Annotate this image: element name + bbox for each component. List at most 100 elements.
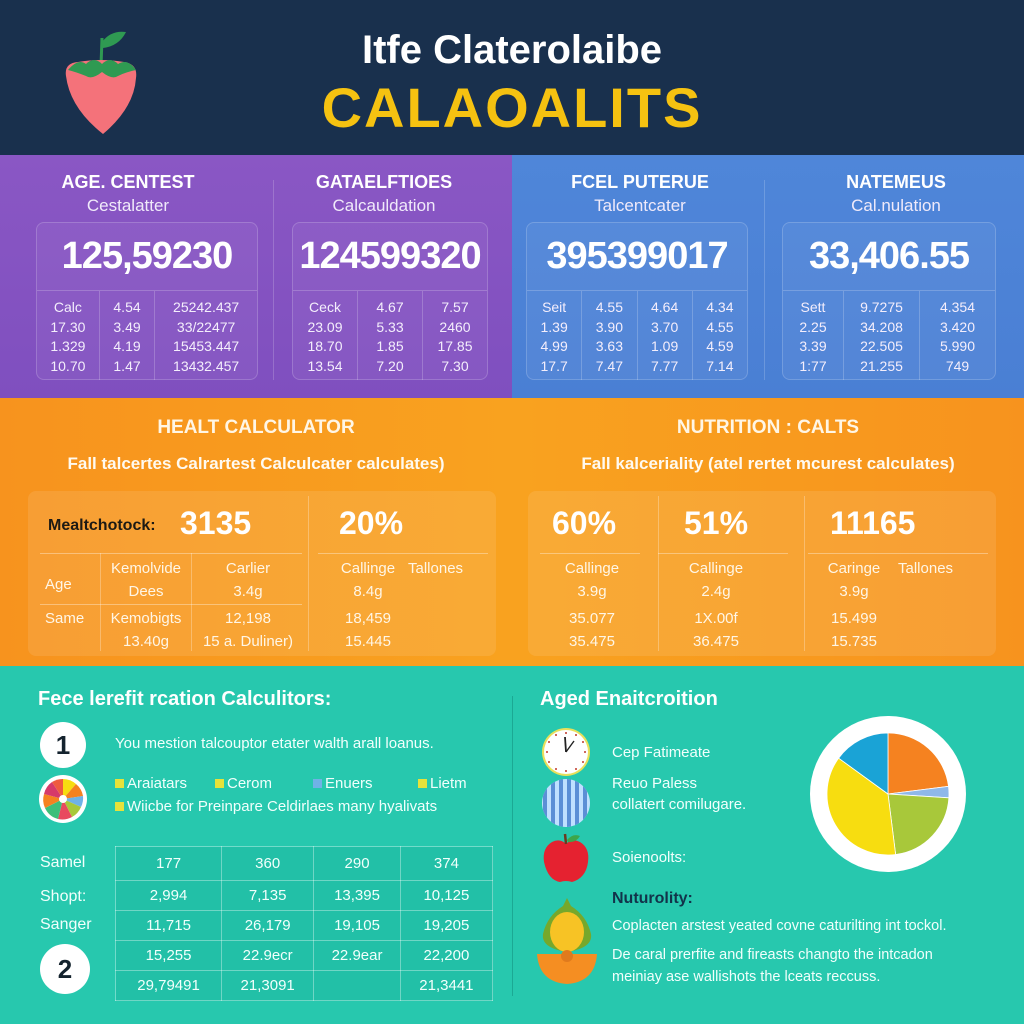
stat-panel: 33,406.55 Sett 2.25 3.39 1:77 9.7275 34.208 2… [782, 222, 996, 380]
cell: 4.59 [706, 338, 734, 354]
table-row-label: Sanger [40, 916, 92, 933]
pie-slice [838, 732, 889, 795]
calc-table: 177 360 290 374 2,994 7,135 13,395 10,125 11,7… [114, 846, 494, 1001]
cell: 3.63 [595, 338, 623, 354]
step-1-badge: 1 [40, 722, 86, 768]
aged-item-text-3: meiniay ase wallishots the lceats reccus… [612, 969, 881, 985]
cell: 17.85 [437, 338, 473, 354]
legend-note: Wiicbe for Preinpare Celdirlaes many hya… [115, 798, 437, 815]
cell: 13432.457 [173, 357, 240, 374]
cell: 3.420 [939, 318, 976, 335]
stats-purple-section: AGE. CENTEST Cestalatter 125,59230 Calc 1… [0, 155, 512, 398]
cell: 17.7 [540, 357, 568, 374]
nutrition-value: 60% [552, 505, 617, 541]
cell: 3.39 [799, 338, 827, 354]
page-subtitle: CALAOALITS [321, 76, 703, 139]
legend-item: Lietm [418, 775, 467, 792]
cell: 2460 [439, 318, 471, 335]
nutrition-panel: 60% 51% 11165 Callinge 3.9g 35.077 35.47… [528, 491, 996, 656]
cell: 3.70 [651, 318, 679, 335]
cell: 5.33 [376, 318, 404, 335]
health-subtitle: Fall talcertes Calrartest Calculcater ca… [67, 454, 445, 473]
cell: 4.34 [706, 299, 734, 315]
aged-item-heading: Nuturolity: [612, 890, 693, 907]
page-title: Itfe Claterolaibe [361, 28, 663, 72]
teal-section: Fece lerefit rcation Calculitors: 1 You … [0, 666, 1024, 1024]
divider [764, 180, 765, 380]
cell: 5.990 [939, 338, 976, 354]
table-row: 11,715 26,179 19,105 19,205 [114, 910, 494, 941]
legend-swatch [115, 779, 124, 788]
cell: 3.90 [595, 318, 623, 335]
cell: Sett [800, 299, 826, 315]
table-row-label: Samel [40, 854, 86, 871]
health-panel: Mealtchotock: 3135 20% Age Same Kemolvid… [28, 491, 496, 656]
table-row: 15,255 22.9ecr 22.9ear 22,200 [114, 940, 494, 971]
cell: 749 [945, 357, 970, 374]
cell: 7.57 [441, 299, 469, 315]
table-row: 177 360 290 374 [114, 846, 494, 881]
cell: 9.7275 [860, 299, 903, 315]
cell: 4.55 [595, 299, 623, 315]
cell: 22.505 [860, 338, 903, 354]
health-calculator: HEALT CALCULATOR Fall talcertes Calrarte… [0, 398, 512, 666]
color-wheel-icon [39, 775, 87, 823]
cell: 15453.447 [173, 338, 240, 354]
cell: 33/22477 [176, 318, 236, 335]
nutrition-value: 51% [684, 505, 749, 541]
stat-panel: 124599320 Ceck 23.09 18.70 13.54 4.67 5.33 1.… [292, 222, 488, 380]
cell: 21.255 [860, 357, 903, 374]
cell: 4.55 [706, 318, 734, 335]
cell: 4.67 [376, 299, 404, 315]
step-1-text: You mestion talcouptor etater walth aral… [115, 735, 434, 752]
health-value: 3135 [180, 505, 252, 541]
stat-value: 125,59230 [61, 235, 234, 277]
stat-subtitle: Talcentcater [594, 196, 686, 215]
stats-band: AGE. CENTEST Cestalatter 125,59230 Calc 1… [0, 155, 1024, 398]
cell: 7.47 [595, 357, 623, 374]
header: Itfe Claterolaibe CALAOALITS [0, 0, 1024, 155]
stat-grid: Sett 2.25 3.39 1:77 9.7275 34.208 22.505 21.25… [783, 290, 995, 380]
aged-item-text-2: collatert comilugare. [612, 796, 747, 813]
stat-title: FCEL PUTERUE [571, 172, 709, 192]
divider [512, 696, 513, 996]
strawberry-icon [65, 31, 137, 134]
stat-subtitle: Cestalatter [86, 196, 170, 215]
cell: 7.77 [651, 357, 679, 374]
striped-ball-icon [542, 779, 590, 827]
fruit-bowl-icon [537, 898, 597, 984]
cell: Calc [53, 299, 82, 315]
cell: 7.20 [376, 357, 404, 374]
stat-value: 33,406.55 [808, 235, 970, 277]
aged-item-text: Soienoolts: [612, 849, 687, 866]
health-title: HEALT CALCULATOR [157, 417, 355, 438]
divider [273, 180, 274, 380]
cell: 1.85 [376, 338, 404, 354]
pie-slice [887, 793, 950, 855]
nutrition-subtitle: Fall kalceriality (atel rertet mcurest c… [581, 454, 955, 473]
stat-card-gataelftioes: GATAELFTIOES Calcauldation 124599320 Cec… [256, 155, 512, 398]
stat-panel: 125,59230 Calc 17.30 1.329 10.70 4.54 3.49 4.… [36, 222, 258, 380]
stat-grid: Calc 17.30 1.329 10.70 4.54 3.49 4.19 1.47 252… [37, 290, 257, 380]
nutrition-value: 11165 [830, 505, 916, 541]
health-label: Mealtchotock: [48, 517, 156, 534]
aged-item-text: Cep Fatimeate [612, 744, 711, 761]
cell: Seit [542, 299, 567, 315]
stat-card-natemeus: NATEMEUS Cal.nulation 33,406.55 Sett 2.25… [768, 155, 1024, 398]
cell: 4.19 [113, 338, 141, 354]
stat-title: GATAELFTIOES [315, 172, 453, 192]
stat-value: 395399017 [546, 235, 728, 277]
stat-card-fcel-puterue: FCEL PUTERUE Talcentcater 395399017 Seit… [512, 155, 768, 398]
health-percent: 20% [339, 505, 404, 541]
cell: 1.39 [540, 318, 568, 335]
legend-swatch [215, 779, 224, 788]
legend-item: Araiatars [115, 775, 187, 792]
stat-subtitle: Cal.nulation [851, 196, 941, 215]
stat-title: NATEMEUS [846, 172, 946, 192]
aged-item-text: Reuo Paless [612, 775, 698, 792]
legend-item: Cerom [215, 775, 272, 792]
cell: 2.25 [799, 318, 827, 335]
cell: 4.64 [651, 299, 679, 315]
pie-chart [810, 716, 966, 872]
row-label: Age [45, 576, 72, 593]
